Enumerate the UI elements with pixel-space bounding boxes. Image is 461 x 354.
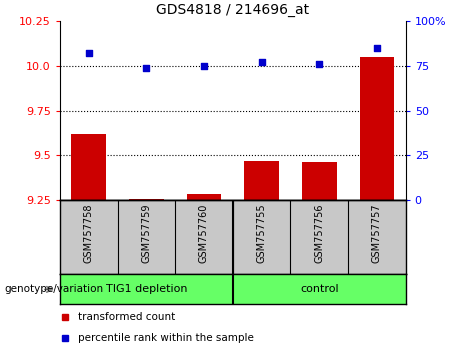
Text: GSM757758: GSM757758	[84, 204, 94, 263]
Text: GSM757759: GSM757759	[142, 204, 151, 263]
Title: GDS4818 / 214696_at: GDS4818 / 214696_at	[156, 4, 309, 17]
Text: control: control	[300, 284, 338, 295]
Bar	[71, 134, 106, 200]
Point	[200, 63, 207, 69]
Text: genotype/variation: genotype/variation	[5, 284, 104, 295]
Text: percentile rank within the sample: percentile rank within the sample	[78, 333, 254, 343]
Text: TIG1 depletion: TIG1 depletion	[106, 284, 187, 295]
Text: GSM757755: GSM757755	[257, 204, 266, 263]
Bar	[244, 161, 279, 200]
Bar	[129, 199, 164, 200]
Text: GSM757757: GSM757757	[372, 204, 382, 263]
Bar	[360, 57, 394, 200]
Point	[85, 51, 92, 56]
Point	[373, 45, 381, 51]
Point	[142, 65, 150, 70]
Text: GSM757760: GSM757760	[199, 204, 209, 263]
Bar	[302, 162, 337, 200]
Point	[315, 61, 323, 67]
Text: GSM757756: GSM757756	[314, 204, 324, 263]
Point	[258, 59, 266, 65]
Text: transformed count: transformed count	[78, 312, 176, 322]
Bar	[187, 194, 221, 200]
